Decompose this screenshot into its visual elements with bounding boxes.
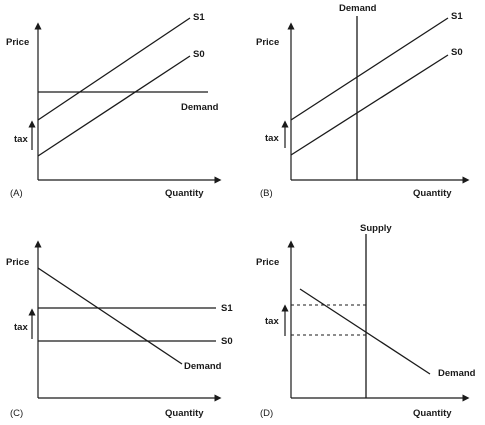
panel-b-tag: (B)	[260, 188, 273, 199]
panel-c-tag: (C)	[10, 408, 23, 419]
panel-d-tag: (D)	[260, 408, 273, 419]
panel-a-x-axis-label: Quantity	[165, 188, 204, 199]
panel-d-x-axis-label: Quantity	[413, 408, 452, 419]
panel-c: Price Quantity (C) S1 S0 Demand tax	[6, 240, 233, 419]
panel-b-s0-curve	[290, 54, 449, 156]
panel-c-s1-label: S1	[221, 303, 233, 314]
panel-c-demand-curve	[37, 267, 183, 365]
panel-c-tax-label: tax	[14, 322, 28, 333]
panel-c-demand-label: Demand	[184, 361, 222, 372]
panel-b-s1-curve	[290, 17, 449, 121]
panel-a-demand-label: Demand	[181, 102, 219, 113]
panel-a-s1-label: S1	[193, 12, 205, 23]
panel-d-supply-label: Supply	[360, 223, 392, 234]
panel-b-demand-label: Demand	[339, 3, 377, 14]
panel-d: Price Quantity (D) Supply Demand tax	[256, 223, 476, 419]
panel-d-demand-label: Demand	[438, 368, 476, 379]
panel-a-s1-curve	[37, 17, 191, 121]
panel-a-tag: (A)	[10, 188, 23, 199]
panel-d-tax-label: tax	[265, 316, 279, 327]
panel-a: Price Quantity (A) S1 S0 Demand tax	[6, 12, 222, 199]
panel-b-tax-label: tax	[265, 133, 279, 144]
panel-d-y-axis-label: Price	[256, 257, 279, 268]
panel-a-s0-label: S0	[193, 49, 205, 60]
panel-d-demand-curve	[299, 288, 431, 375]
panel-c-y-axis-label: Price	[6, 257, 29, 268]
panel-a-s0-curve	[37, 55, 191, 157]
panel-a-tax-label: tax	[14, 134, 28, 145]
panel-b: Price Quantity (B) S1 S0 Demand tax	[256, 3, 470, 199]
panel-b-x-axis-label: Quantity	[413, 188, 452, 199]
panel-a-y-axis-label: Price	[6, 37, 29, 48]
panel-b-y-axis-label: Price	[256, 37, 279, 48]
panel-c-x-axis-label: Quantity	[165, 408, 204, 419]
panel-b-s1-label: S1	[451, 11, 463, 22]
panel-c-s0-label: S0	[221, 336, 233, 347]
panel-b-s0-label: S0	[451, 47, 463, 58]
